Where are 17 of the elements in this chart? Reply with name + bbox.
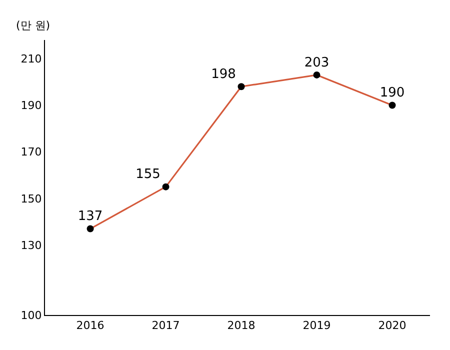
x-tick-label: 2020 [378,319,406,332]
x-tick-label: 2019 [302,319,331,332]
data-label: 155 [136,167,160,182]
y-tick-label: 130 [20,238,42,252]
x-tick-label: 2017 [152,319,180,332]
y-tick-label: 150 [20,192,42,206]
y-tick-label: 190 [20,99,42,112]
y-tick-label: 210 [20,52,42,66]
data-label: 190 [380,86,405,101]
x-tick-label: 2018 [227,319,256,332]
y-axis-title: (만 원) [16,19,50,32]
y-tick-label: 100 [20,308,42,322]
data-label: 203 [304,55,330,70]
data-label: 137 [78,209,103,224]
y-tick-label: 170 [20,146,42,159]
data-label: 198 [211,66,236,82]
x-tick-label: 2016 [76,319,104,332]
